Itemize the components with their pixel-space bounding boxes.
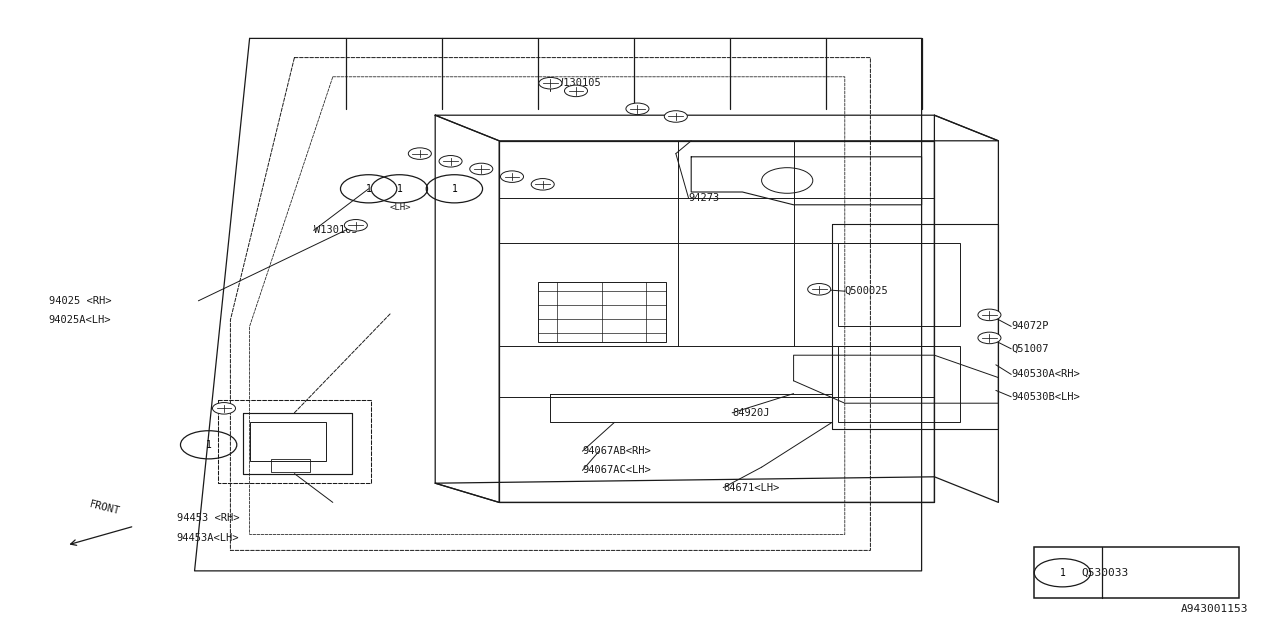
Text: 1: 1 (397, 184, 402, 194)
Text: FRONT: FRONT (88, 499, 122, 516)
Bar (271, 459, 310, 472)
Bar (838, 243, 960, 326)
Text: Q51007: Q51007 (1011, 344, 1048, 354)
Text: 94025 <RH>: 94025 <RH> (49, 296, 111, 306)
Bar (838, 346, 960, 422)
Text: 1: 1 (366, 184, 371, 194)
Circle shape (564, 85, 588, 97)
Text: 940530A<RH>: 940530A<RH> (1011, 369, 1080, 380)
Bar (1034, 547, 1239, 598)
Circle shape (539, 77, 562, 89)
Text: W130105: W130105 (314, 225, 357, 236)
Text: 94453A<LH>: 94453A<LH> (177, 532, 239, 543)
Text: 94067AC<LH>: 94067AC<LH> (582, 465, 652, 476)
Text: W130105: W130105 (557, 78, 600, 88)
Text: 1: 1 (1060, 568, 1065, 578)
Text: <LH>: <LH> (390, 203, 411, 212)
Text: Q530033: Q530033 (1082, 568, 1129, 578)
Text: 94025A<LH>: 94025A<LH> (49, 315, 111, 325)
Circle shape (470, 163, 493, 175)
Circle shape (664, 111, 687, 122)
Text: 84671<LH>: 84671<LH> (723, 483, 780, 493)
Circle shape (500, 171, 524, 182)
Text: 1: 1 (206, 440, 211, 450)
Circle shape (212, 403, 236, 414)
Circle shape (808, 284, 831, 295)
Circle shape (978, 309, 1001, 321)
Circle shape (344, 220, 367, 231)
Text: 940530B<LH>: 940530B<LH> (1011, 392, 1080, 402)
Circle shape (408, 148, 431, 159)
Text: 94067AB<RH>: 94067AB<RH> (582, 446, 652, 456)
Bar (250, 422, 326, 461)
Bar (538, 282, 666, 342)
Text: 84920J: 84920J (732, 408, 769, 418)
Text: 1: 1 (452, 184, 457, 194)
Text: 94072P: 94072P (1011, 321, 1048, 332)
Circle shape (439, 156, 462, 167)
Text: 94453 <RH>: 94453 <RH> (177, 513, 239, 524)
Circle shape (626, 103, 649, 115)
Circle shape (531, 179, 554, 190)
Text: Q500025: Q500025 (845, 286, 888, 296)
Circle shape (978, 332, 1001, 344)
Text: 94273: 94273 (689, 193, 719, 204)
Text: A943001153: A943001153 (1180, 604, 1248, 614)
